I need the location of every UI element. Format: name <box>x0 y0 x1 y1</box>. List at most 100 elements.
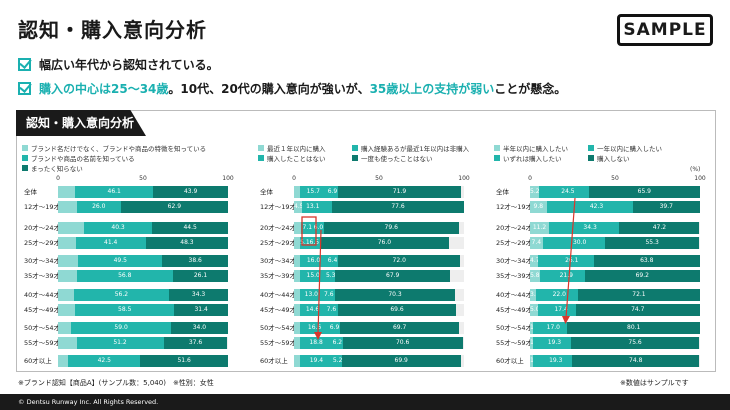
category-label: 30才〜34才 <box>260 257 297 265</box>
category-label: 40才〜44才 <box>260 291 297 299</box>
bar-segment: 26.1 <box>173 270 228 282</box>
bar-segment: 5.2 <box>332 355 342 367</box>
legend-item: 一年以内に購入したい <box>588 143 662 153</box>
sample-disclaimer: ※数値はサンプルです <box>620 379 689 387</box>
category-label: 20才〜24才 <box>496 224 533 232</box>
bar-segment: 1.7 <box>530 355 533 367</box>
bar-segment <box>294 355 300 367</box>
legend-item: ブランドや商品の名前を知っている <box>22 153 135 163</box>
bar-segment: 42.3 <box>560 201 633 213</box>
bar-segment: 4.5 <box>294 201 302 213</box>
bar-segment <box>539 270 548 282</box>
bar-segment: 19.3 <box>537 337 571 349</box>
category-label: 45才〜49才 <box>496 306 533 314</box>
bar-segment <box>549 222 561 234</box>
unit-label: (%) <box>690 166 701 173</box>
bar-segment: 26.0 <box>76 201 121 213</box>
legend-swatch <box>22 165 28 171</box>
legend-label: 購入したことはない <box>267 155 326 163</box>
bar-segment <box>535 289 541 301</box>
bar-segment: 40.3 <box>83 222 153 234</box>
bullet-text-tail: ことが懸念。 <box>494 82 567 96</box>
bar-segment: 5.2 <box>530 186 539 198</box>
bar-segment: 15.0 <box>300 270 326 282</box>
legend-item: 最近１年以内に購入 <box>258 143 326 153</box>
bar-segment: 48.3 <box>145 237 228 249</box>
category-label: 50才〜54才 <box>496 324 533 332</box>
page-title: 認知・購入意向分析 <box>18 18 207 42</box>
bar-segment: 69.7 <box>340 322 459 334</box>
legend-label: いずれは購入したい <box>503 155 562 163</box>
bar-segment: 5.1 <box>300 237 309 249</box>
bar-segment: 34.0 <box>170 322 228 334</box>
bar-segment <box>58 186 75 198</box>
category-label: 60才以上 <box>24 357 52 365</box>
axis-tick-label: 100 <box>694 175 706 182</box>
bar-segment: 49.5 <box>78 255 163 267</box>
category-label: 25才〜29才 <box>496 239 533 247</box>
bar-segment: 1.7 <box>530 337 533 349</box>
bar-segment: 7.6 <box>322 289 336 301</box>
bar-segment <box>58 237 76 249</box>
bar-segment: 39.7 <box>632 201 700 213</box>
bar-segment: 17.0 <box>539 322 568 334</box>
legend-item: 購入したことはない <box>258 153 326 163</box>
bar-segment: 67.9 <box>334 270 451 282</box>
bar-segment: 56.2 <box>73 289 170 301</box>
bar-segment <box>532 322 540 334</box>
bullet-highlight-weak-age: 35歳以上の支持が弱い <box>369 82 495 96</box>
bar-segment <box>532 337 538 349</box>
bar-segment: 13.1 <box>301 201 324 213</box>
bar-segment <box>58 201 77 213</box>
category-label: 50才〜54才 <box>24 324 61 332</box>
bar-segment <box>294 222 302 234</box>
panel-title: 認知・購入意向分析 <box>16 110 146 136</box>
bar-segment: 17.4 <box>546 304 576 316</box>
axis-tick-label: 50 <box>611 175 619 182</box>
bar-segment: 24.5 <box>547 186 589 198</box>
category-label: 60才以上 <box>496 357 524 365</box>
bar-segment: 37.6 <box>163 337 228 349</box>
checkbox-icon <box>18 82 31 95</box>
bar-segment: 71.9 <box>338 186 461 198</box>
legend-swatch <box>352 145 358 151</box>
bar-segment <box>294 255 300 267</box>
category-label: 全体 <box>24 188 37 196</box>
bar-segment <box>294 186 300 198</box>
category-label: 60才以上 <box>260 357 288 365</box>
category-label: 45才〜49才 <box>260 306 297 314</box>
bar-segment: 4.7 <box>530 255 538 267</box>
bar-segment: 26.1 <box>550 255 594 267</box>
category-label: 12才〜19才 <box>260 203 297 211</box>
category-label: 20才〜24才 <box>24 224 61 232</box>
legend-label: 最近１年以内に購入 <box>267 145 326 153</box>
bar-segment <box>58 355 69 367</box>
category-label: 35才〜39才 <box>24 272 61 280</box>
bar-segment: 70.6 <box>342 337 463 349</box>
bar-segment: 6.0 <box>313 222 324 234</box>
legend-item: 購入しない <box>588 153 630 163</box>
bar-segment: 1.6 <box>530 322 533 334</box>
bullet-text-mid: 。10代、20代の購入意向が強いが、 <box>168 82 370 96</box>
category-label: 40才〜44才 <box>24 291 61 299</box>
category-label: 25才〜29才 <box>24 239 61 247</box>
category-label: 55才〜59才 <box>260 339 297 347</box>
bar-segment: 19.3 <box>539 355 573 367</box>
category-label: 35才〜39才 <box>260 272 297 280</box>
bar-segment: 13.0 <box>300 289 323 301</box>
bar-segment: 76.0 <box>319 237 450 249</box>
sample-badge: SAMPLE <box>617 14 713 46</box>
category-label: 55才〜59才 <box>24 339 61 347</box>
bar-segment: 55.3 <box>605 237 700 249</box>
bar-segment: 69.6 <box>337 304 457 316</box>
legend-item: 半年以内に購入したい <box>494 143 568 153</box>
axis-tick-label: 0 <box>292 175 296 182</box>
axis-tick-label: 0 <box>528 175 532 182</box>
bar-segment: 41.4 <box>75 237 146 249</box>
bar-segment <box>58 304 75 316</box>
bar-segment: 72.0 <box>338 255 461 267</box>
axis-tick-label: 100 <box>222 175 234 182</box>
bar-segment: 9.8 <box>530 201 547 213</box>
bar-segment: 6.9 <box>328 322 341 334</box>
bar-segment: 51.2 <box>76 337 164 349</box>
